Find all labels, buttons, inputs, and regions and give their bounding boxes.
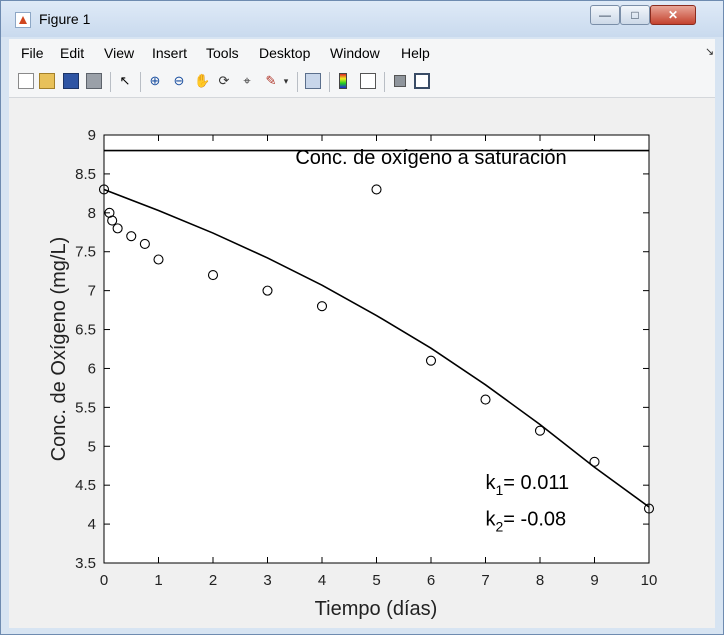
k2-value: = -0.08 (503, 509, 566, 531)
data-point (371, 184, 382, 195)
legend-icon[interactable] (360, 73, 376, 89)
minimize-icon: — (599, 8, 611, 22)
close-button[interactable]: ✕ (650, 5, 696, 25)
data-point (126, 231, 137, 242)
figure-canvas: 0 1 2 3 4 5 6 7 8 9 10 3.5 4 4.5 5 5.5 6 6.5 7 7.5 8 8.5 9 Tie… (9, 98, 715, 628)
menu-edit[interactable]: Edit (60, 45, 85, 61)
x-axis-label: Tiempo (días) (315, 598, 438, 620)
y-tick-label: 8.5 (75, 166, 96, 183)
y-tick-label: 3.5 (75, 555, 96, 572)
x-tick-label: 2 (209, 572, 217, 589)
toolbar-separator (329, 72, 330, 92)
new-figure-icon[interactable] (18, 73, 34, 89)
hide-plot-tools-icon[interactable] (394, 75, 406, 87)
k2-subscript: 2 (496, 519, 504, 535)
y-tick-label: 6.5 (75, 322, 96, 339)
menu-desktop[interactable]: Desktop (259, 45, 311, 61)
model-curve (103, 188, 650, 508)
k1-subscript: 1 (496, 482, 504, 498)
data-point (262, 285, 273, 296)
k1-value: = 0.011 (503, 472, 569, 494)
y-tick-label: 4.5 (75, 477, 96, 494)
y-tick-label: 6 (88, 360, 96, 377)
title-bar: Figure 1 — □ ✕ (1, 1, 723, 37)
data-point (534, 425, 546, 436)
data-point (153, 254, 164, 265)
pointer-icon[interactable]: ↖ (119, 73, 131, 88)
y-tick-label: 7 (88, 283, 96, 300)
k2-symbol: k (486, 509, 497, 531)
x-tick-label: 5 (372, 572, 380, 589)
menu-dock-icon[interactable]: ↘ (705, 46, 715, 58)
data-point (425, 355, 437, 366)
open-file-icon[interactable] (39, 73, 55, 89)
show-plot-tools-icon[interactable] (414, 73, 430, 89)
x-tick-label: 7 (481, 572, 489, 589)
data-point (480, 394, 491, 405)
menu-view[interactable]: View (104, 45, 135, 61)
close-icon: ✕ (667, 8, 679, 22)
data-point (139, 238, 150, 249)
x-tick-label: 8 (536, 572, 544, 589)
minimize-button[interactable]: — (590, 5, 620, 25)
y-tick-label: 5.5 (75, 399, 96, 416)
data-point (316, 301, 328, 312)
chart: 0 1 2 3 4 5 6 7 8 9 10 3.5 4 4.5 5 5.5 6 6.5 7 7.5 8 8.5 9 Tie… (48, 127, 657, 620)
menu-insert[interactable]: Insert (152, 45, 188, 61)
zoom-in-icon[interactable]: ⊕ (149, 73, 161, 88)
x-tick-label: 6 (427, 572, 435, 589)
data-point (112, 223, 123, 234)
link-plot-icon[interactable] (305, 73, 321, 89)
data-point (98, 184, 110, 195)
x-tick-label: 10 (641, 572, 658, 589)
data-point (207, 270, 219, 281)
y-tick-label: 9 (88, 127, 96, 144)
y-tick-label: 4 (88, 516, 96, 533)
axis-ticks: 0 1 2 3 4 5 6 7 8 9 10 3.5 4 4.5 5 5.5 6 6.5 7 7.5 8 8.5 9 (75, 127, 657, 589)
window-title: Figure 1 (39, 11, 91, 27)
y-tick-label: 8 (88, 205, 96, 222)
zoom-out-icon[interactable]: ⊖ (173, 73, 185, 88)
x-tick-label: 4 (318, 572, 326, 589)
save-icon[interactable] (63, 73, 79, 89)
matlab-icon (15, 12, 31, 28)
x-tick-label: 0 (100, 572, 108, 589)
k1-annotation: k1= 0.011 (486, 472, 570, 498)
print-icon[interactable] (86, 73, 102, 89)
figure-toolbar: ↖ ⊕ ⊖ ✋ ⟳ ⌖ ✎ ▾ (9, 67, 715, 98)
rotate-3d-icon[interactable]: ⟳ (218, 73, 230, 88)
toolbar-separator (110, 72, 111, 92)
toolbar-separator (384, 72, 385, 92)
colorbar-icon[interactable] (339, 73, 347, 89)
toolbar-separator (297, 72, 298, 92)
data-point (643, 503, 655, 514)
pan-icon[interactable]: ✋ (194, 73, 211, 88)
y-tick-label: 7.5 (75, 244, 96, 261)
maximize-icon: □ (631, 8, 639, 22)
data-series (98, 149, 655, 514)
brush-dropdown-icon[interactable]: ▾ (283, 76, 289, 86)
maximize-button[interactable]: □ (620, 5, 650, 25)
saturation-annotation: Conc. de oxígeno a saturación (295, 147, 566, 169)
brush-icon[interactable]: ✎ (265, 73, 277, 88)
menu-help[interactable]: Help (401, 45, 430, 61)
x-tick-label: 1 (154, 572, 162, 589)
y-axis-label: Conc. de Oxígeno (mg/L) (48, 237, 70, 462)
x-tick-label: 9 (590, 572, 598, 589)
menu-bar: File Edit View Insert Tools Desktop Wind… (9, 39, 715, 67)
menu-file[interactable]: File (21, 45, 44, 61)
k2-annotation: k2= -0.08 (486, 509, 567, 535)
plot-area (103, 134, 650, 564)
y-tick-label: 5 (88, 438, 96, 455)
toolbar-separator (140, 72, 141, 92)
menu-window[interactable]: Window (330, 45, 380, 61)
data-point (107, 215, 118, 226)
menu-tools[interactable]: Tools (206, 45, 239, 61)
k1-symbol: k (486, 472, 497, 494)
data-cursor-icon[interactable]: ⌖ (243, 73, 251, 88)
x-tick-label: 3 (263, 572, 271, 589)
